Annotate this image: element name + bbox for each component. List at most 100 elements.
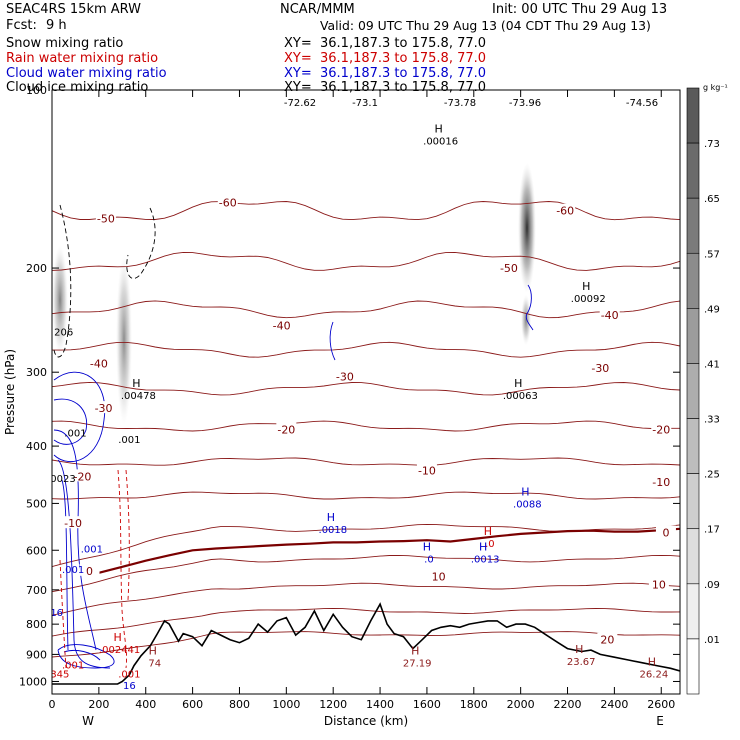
contour-label-bg	[93, 401, 114, 414]
extremum-mark: H	[132, 377, 140, 390]
colorbar-label: .17	[704, 525, 720, 536]
cloud-water-ground-cell	[63, 649, 101, 661]
temperature-contour-label: -30	[591, 362, 609, 375]
field-xy-rain: XY= 36.1,187.3 to 175.8, 77.0	[284, 51, 487, 66]
extremum-mark: H	[479, 540, 487, 553]
snow-plume-west	[116, 255, 132, 425]
y-axis-label: Pressure (hPa)	[3, 349, 17, 435]
forecast-label: Fcst:	[6, 18, 37, 33]
west-label: W	[82, 714, 94, 728]
field-label-cloud-water: Cloud water mixing ratio	[6, 66, 167, 81]
snow-plume-far-west	[52, 245, 68, 355]
temperature-contour-label: 0	[86, 565, 93, 578]
axes: 0 200 400 600 800 1000 1200 1400 1600 1800 2000 220…	[3, 84, 680, 728]
contour-value-label: .001	[62, 660, 84, 671]
contour-label-bg	[599, 307, 620, 320]
cloud-water-near-ground	[61, 479, 69, 651]
cloud-ice-west	[53, 204, 72, 358]
temperature-contours	[52, 201, 680, 658]
freezing-level-line	[98, 527, 680, 574]
contour-label-bg	[590, 360, 611, 373]
cloud-ice-contours	[53, 204, 156, 358]
temperature-contour-line	[52, 554, 680, 593]
colorbar-label: .33	[704, 415, 720, 426]
extremum-value: .0	[485, 539, 495, 550]
temperature-contour-label: -50	[97, 213, 115, 226]
contour-label-bg	[88, 356, 109, 369]
extremum-mark: H	[648, 656, 656, 669]
cloud-water-ground-cell	[57, 644, 115, 669]
temperature-contour-line	[52, 251, 680, 271]
extremum-mark: H	[149, 644, 157, 657]
temperature-contour-label: 10	[652, 578, 666, 591]
extremum-value: .002441	[99, 645, 140, 656]
field-label-rain: Rain water mixing ratio	[6, 51, 159, 66]
colorbar-swatch	[686, 87, 700, 144]
extremum-value: .00016	[423, 137, 458, 148]
colorbar-swatch	[686, 363, 700, 419]
extremum-mark: H	[484, 525, 492, 538]
plot-frame	[51, 89, 681, 695]
colorbar-label: .41	[704, 359, 720, 370]
extremum-value: .00478	[121, 391, 156, 402]
cloud-water-west-column	[53, 371, 106, 463]
model-title: SEAC4RS 15km ARW	[6, 2, 142, 17]
contour-label-bg	[597, 632, 618, 645]
extremum-mark: H	[582, 280, 590, 293]
colorbar-swatch	[686, 418, 700, 474]
temperature-contour-line	[52, 491, 680, 500]
y-tick-label: 600	[26, 544, 47, 557]
extremum-value: .0	[424, 554, 434, 565]
temperature-contour-label: -40	[90, 357, 108, 370]
contour-label-bg	[655, 525, 676, 538]
temperature-contour-label: -10	[652, 476, 670, 489]
top-temperature-value: -72.62	[284, 98, 316, 109]
y-tick-label: 900	[26, 648, 47, 661]
plot-area: -60 -60 -50 -50 -40 -40 -40 -30 -30 -30 -20 -20 -20 -…	[44, 98, 680, 692]
cloud-water-near-ground	[57, 459, 111, 669]
extremum-value: 74	[148, 658, 161, 669]
colorbar-label: .57	[704, 249, 720, 260]
y-tick-label: 500	[26, 497, 47, 510]
rain-water-column	[117, 469, 127, 669]
colorbar-swatch	[686, 473, 700, 530]
temperature-contour-line	[52, 631, 680, 658]
temperature-contour-line	[52, 300, 680, 319]
x-tick-label: 1600	[413, 698, 441, 711]
temperature-contour-line	[52, 582, 680, 616]
temperature-contour-label: -30	[336, 370, 354, 383]
contour-value-label: .001	[81, 544, 103, 555]
temperature-contour-label: -20	[652, 424, 670, 437]
y-tick-label: 100	[26, 84, 47, 97]
y-tick-label: 300	[26, 366, 47, 379]
temperature-contour-label: -60	[219, 197, 237, 210]
contour-label-bg	[428, 569, 449, 582]
extremum-mark: H	[521, 486, 529, 499]
x-tick-label: 600	[182, 698, 203, 711]
contour-label-bg	[651, 474, 672, 487]
init-time: Init: 00 UTC Thu 29 Aug 13	[492, 2, 668, 17]
colorbar-swatch	[686, 142, 700, 199]
forecast-hours: 9 h	[46, 18, 67, 33]
contour-value-label: .0023	[47, 474, 76, 485]
temperature-contour-label: -10	[64, 517, 82, 530]
extremum-value: .0088	[513, 500, 542, 511]
temperature-contour-line	[52, 457, 680, 466]
temperature-contour-label: -40	[273, 319, 291, 332]
temperature-contour-label: -40	[601, 309, 619, 322]
x-tick-label: 2400	[600, 698, 628, 711]
extremum-value: .0013	[471, 554, 500, 565]
x-tick-label: 0	[49, 698, 56, 711]
contour-value-label: 1345	[44, 670, 69, 681]
y-tick-label: 700	[26, 584, 47, 597]
field-label-cloud-ice: Cloud ice mixing ratio	[6, 80, 149, 95]
extremum-mark: H	[575, 643, 583, 656]
east-label: E	[656, 714, 664, 728]
snow-plume-east	[518, 163, 536, 293]
y-tick-label: 800	[26, 618, 47, 631]
snow-plume-east-tail	[521, 295, 531, 345]
temperature-contour-label: -10	[418, 465, 436, 478]
colorbar-swatch	[686, 528, 700, 585]
contour-label-bg	[555, 203, 576, 216]
x-tick-label: 2000	[507, 698, 535, 711]
